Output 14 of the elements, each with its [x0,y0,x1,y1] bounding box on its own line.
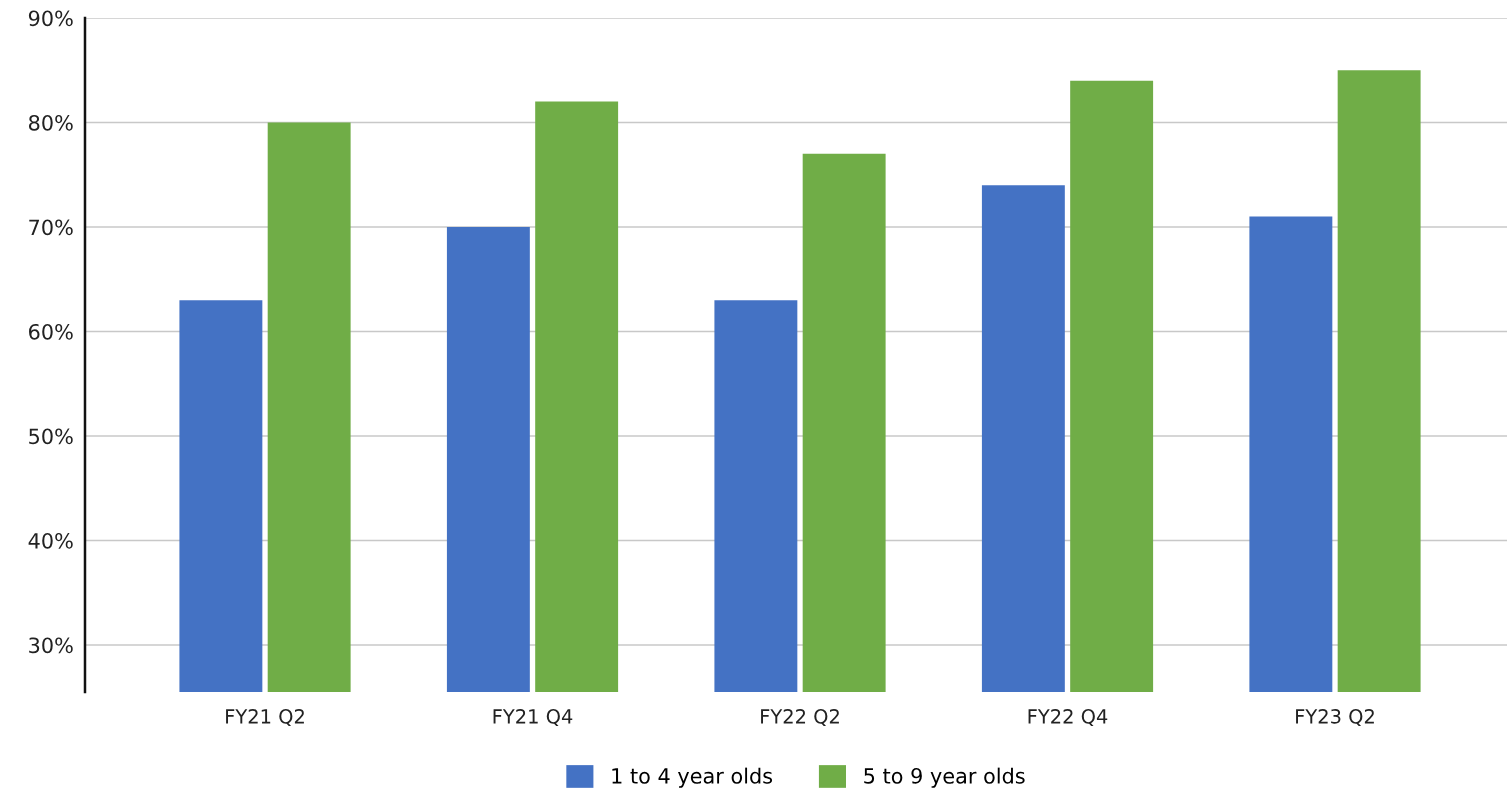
y-tick-label: 90% [28,10,73,27]
y-tick-label: 60% [29,323,73,340]
y-tick-label: 70% [29,219,73,236]
x-tick-label: FY21 Q4 [493,709,573,726]
y-tick-label: 50% [29,428,73,445]
x-tick-label: FY22 Q4 [1028,709,1108,726]
legend-label: 5 to 9 year olds [864,767,1025,788]
y-tick-label: 40% [28,532,73,549]
legend-label: 1 to 4 year olds [612,767,773,788]
x-tick-label: FY21 Q2 [226,709,304,726]
y-tick-label: 30% [29,637,73,654]
x-tick-label: FY22 Q2 [761,709,839,726]
y-tick-label: 80% [28,114,73,131]
x-tick-label: FY23 Q2 [1296,709,1374,726]
